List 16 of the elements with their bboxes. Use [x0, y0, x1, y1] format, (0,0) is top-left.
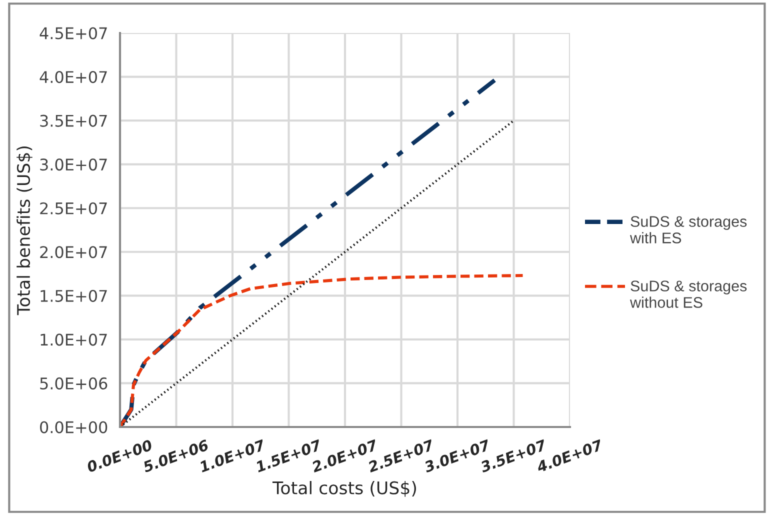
y-tick-label: 1.5E+07 [40, 290, 107, 302]
y-tick-label: 4.0E+07 [40, 70, 107, 84]
y-tick-label: 3.0E+07 [40, 158, 107, 171]
line-series [120, 274, 524, 427]
line-series [120, 78, 497, 427]
y-tick-label: 2.0E+07 [40, 246, 107, 258]
y-tick-label: 2.5E+07 [40, 202, 107, 214]
y-tick-label: 0.0E+00 [40, 421, 108, 434]
legend-label: SuDS & storages with ES [630, 216, 747, 244]
x-axis-title: Total costs (US$) [272, 480, 416, 497]
y-axis-title: Total benefits (US$) [16, 146, 32, 316]
y-tick-label: 1.0E+07 [40, 334, 107, 346]
y-tick-label: 3.5E+07 [40, 114, 107, 127]
y-tick-label: 5.0E+06 [40, 377, 108, 390]
legend-label: SuDS & storages without ES [630, 280, 747, 308]
y-tick-label: 4.5E+07 [40, 27, 107, 40]
